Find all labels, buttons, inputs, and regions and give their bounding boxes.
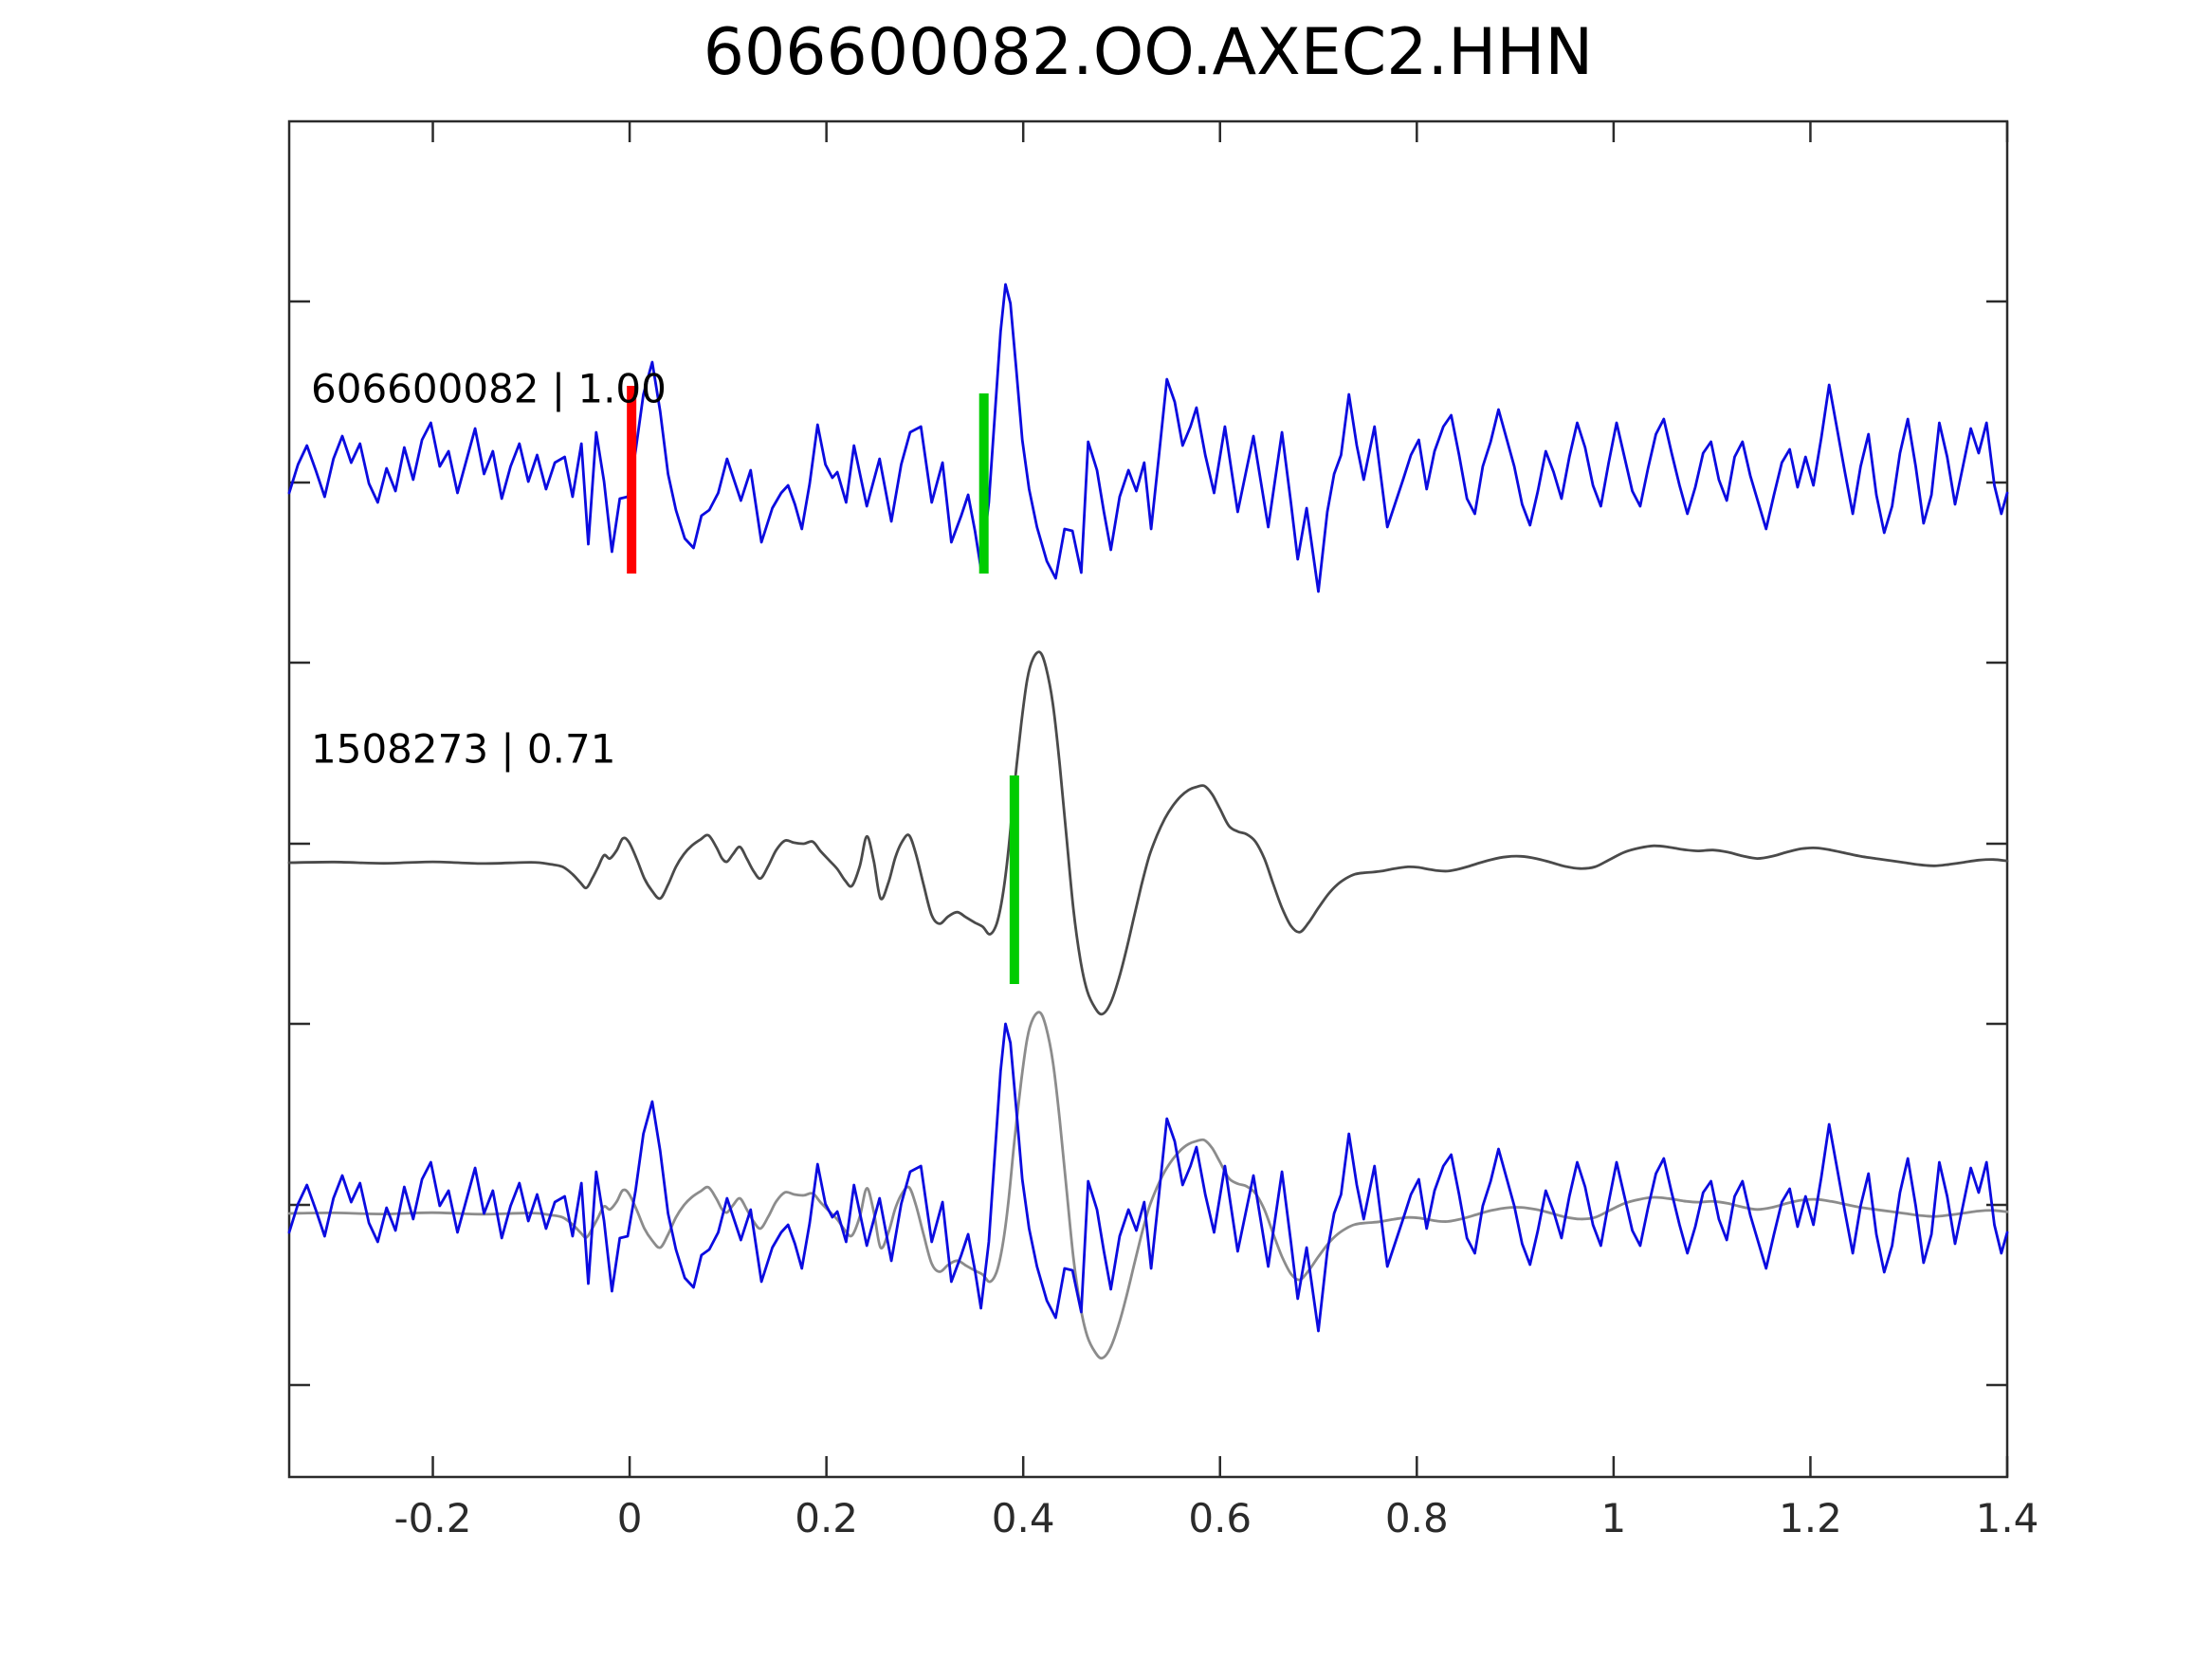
template-id-label: 1508273 | 0.71 [311,726,615,773]
plot-title: 606600082.OO.AXEC2.HHN [703,15,1594,90]
pick-red-detection [627,386,637,574]
pick-green-detection [978,393,989,574]
x-tick-label: 0.6 [1188,1495,1252,1541]
trace-detection-top [287,283,2009,593]
trace-detection-overlay [287,1022,2009,1333]
x-tick-label: 0.2 [795,1495,858,1541]
x-tick-label: 1 [1601,1495,1627,1541]
plot-frame [287,119,2009,1479]
x-tick-label: 0.8 [1385,1495,1449,1541]
x-tick-label: 0.4 [992,1495,1055,1541]
x-tick-label: 0 [617,1495,643,1541]
trace-template-overlay [287,1011,2009,1360]
detection-id-label: 606600082 | 1.00 [311,366,667,412]
x-tick-label: 1.2 [1779,1495,1842,1541]
x-tick-label: 1.4 [1976,1495,2039,1541]
x-tick-label: -0.2 [394,1495,472,1541]
pick-green-template [1009,775,1019,984]
trace-template-middle [287,650,2009,1016]
